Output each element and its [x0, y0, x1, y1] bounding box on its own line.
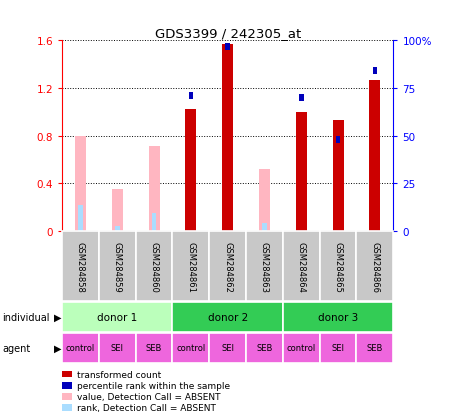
Bar: [62, 231, 99, 301]
Bar: [319, 333, 356, 363]
Text: value, Detection Call = ABSENT: value, Detection Call = ABSENT: [77, 392, 220, 401]
Bar: [135, 333, 172, 363]
Text: control: control: [176, 344, 205, 352]
Bar: [319, 231, 356, 301]
Bar: [172, 231, 209, 301]
Bar: [185, 110, 196, 231]
Bar: [258, 169, 269, 231]
Text: donor 3: donor 3: [317, 312, 358, 322]
Text: individual: individual: [2, 312, 50, 322]
Text: transformed count: transformed count: [77, 370, 161, 379]
Text: donor 2: donor 2: [207, 312, 247, 322]
Bar: [151, 214, 156, 231]
Bar: [332, 121, 343, 231]
Text: GSM284864: GSM284864: [296, 241, 305, 292]
Text: GSM284859: GSM284859: [112, 241, 122, 292]
Text: control: control: [286, 344, 315, 352]
Text: GSM284861: GSM284861: [186, 241, 195, 292]
Bar: [115, 226, 119, 231]
Bar: [356, 231, 392, 301]
Bar: [262, 223, 266, 231]
Text: ▶: ▶: [54, 312, 62, 322]
Bar: [282, 231, 319, 301]
Bar: [335, 136, 340, 143]
Bar: [62, 333, 99, 363]
Bar: [75, 136, 86, 231]
Bar: [246, 231, 282, 301]
Bar: [209, 231, 246, 301]
Bar: [369, 81, 380, 231]
Text: donor 1: donor 1: [97, 312, 137, 322]
Bar: [225, 44, 230, 51]
Text: rank, Detection Call = ABSENT: rank, Detection Call = ABSENT: [77, 403, 215, 412]
Bar: [282, 302, 392, 332]
Bar: [372, 67, 376, 74]
Text: ▶: ▶: [54, 343, 62, 353]
Bar: [148, 147, 159, 231]
Bar: [99, 333, 135, 363]
Bar: [209, 333, 246, 363]
Bar: [295, 112, 306, 231]
Bar: [172, 333, 209, 363]
Bar: [78, 205, 83, 231]
Text: GSM284860: GSM284860: [149, 241, 158, 292]
Title: GDS3399 / 242305_at: GDS3399 / 242305_at: [154, 27, 300, 40]
Text: SEB: SEB: [366, 344, 382, 352]
Bar: [62, 302, 172, 332]
Text: SEB: SEB: [146, 344, 162, 352]
Text: agent: agent: [2, 343, 30, 353]
Text: control: control: [66, 344, 95, 352]
Text: GSM284866: GSM284866: [369, 241, 379, 292]
Bar: [282, 333, 319, 363]
Text: SEB: SEB: [256, 344, 272, 352]
Bar: [135, 231, 172, 301]
Text: GSM284865: GSM284865: [333, 241, 342, 292]
Bar: [298, 95, 303, 102]
Bar: [172, 302, 282, 332]
Text: percentile rank within the sample: percentile rank within the sample: [77, 381, 230, 390]
Text: SEI: SEI: [331, 344, 344, 352]
Text: SEI: SEI: [221, 344, 234, 352]
Text: GSM284862: GSM284862: [223, 241, 232, 292]
Text: GSM284858: GSM284858: [76, 241, 85, 292]
Text: GSM284863: GSM284863: [259, 241, 269, 292]
Text: SEI: SEI: [111, 344, 123, 352]
Bar: [99, 231, 135, 301]
Bar: [188, 93, 193, 100]
Bar: [222, 45, 233, 231]
Bar: [112, 190, 123, 231]
Bar: [356, 333, 392, 363]
Bar: [246, 333, 282, 363]
